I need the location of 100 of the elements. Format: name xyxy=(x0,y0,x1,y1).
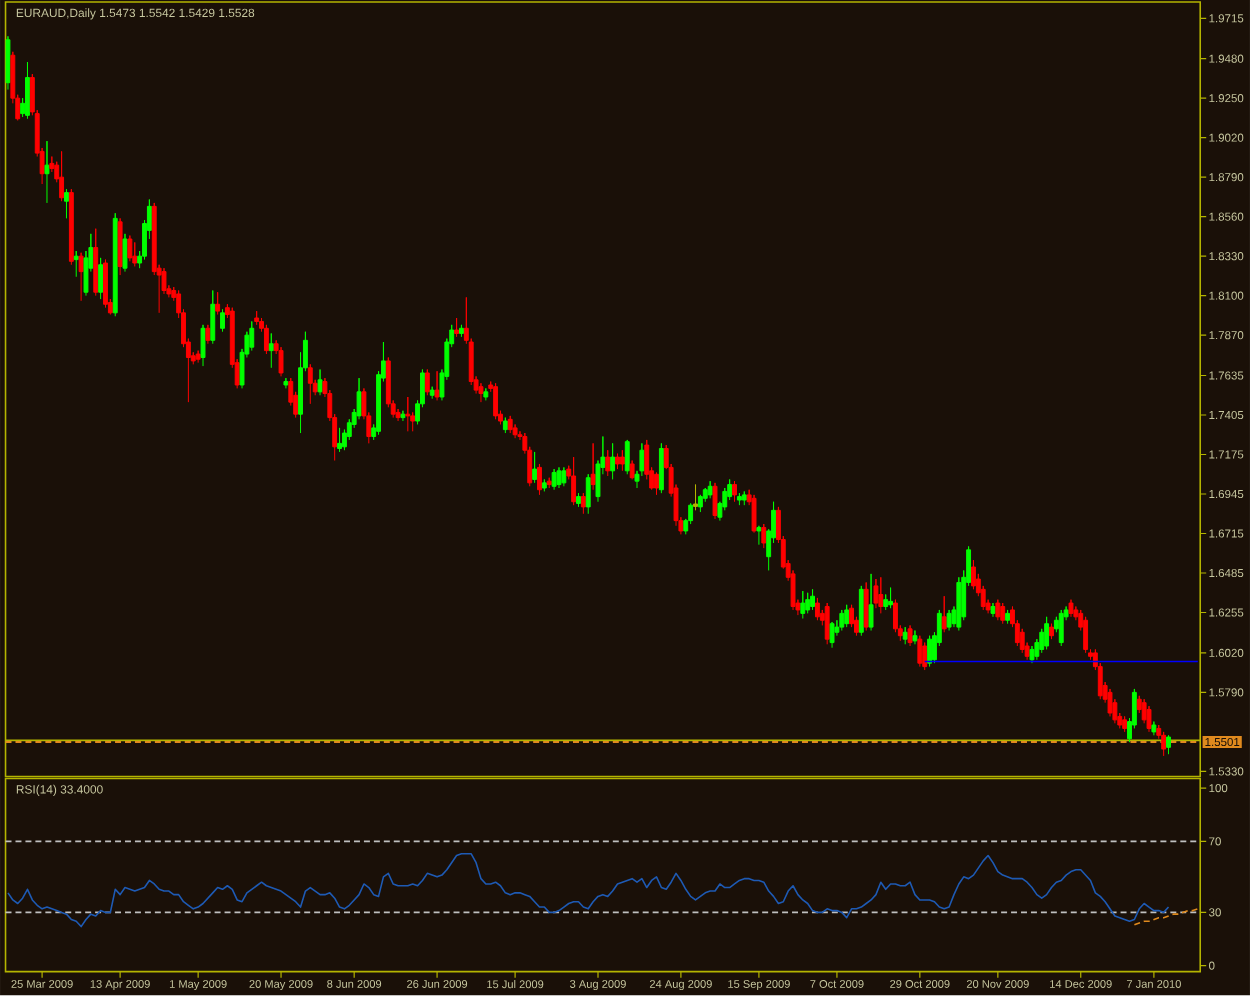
candlestick xyxy=(254,310,260,326)
candlestick xyxy=(103,259,108,309)
candlestick xyxy=(64,188,69,220)
candlestick xyxy=(693,484,698,512)
candlestick xyxy=(946,609,952,632)
candlestick xyxy=(741,491,747,506)
candlestick xyxy=(917,635,923,668)
candlestick xyxy=(839,609,845,632)
candlestick xyxy=(912,630,918,646)
candlestick xyxy=(805,592,811,615)
candlestick xyxy=(556,467,562,489)
candlestick xyxy=(615,453,620,470)
candlestick xyxy=(619,449,625,472)
candlestick xyxy=(995,599,1001,621)
candlestick xyxy=(1146,705,1152,733)
candlestick xyxy=(658,443,664,494)
candlestick xyxy=(68,188,74,266)
candlestick xyxy=(512,424,518,439)
candlestick xyxy=(873,578,879,609)
candlestick xyxy=(624,439,630,475)
candlestick xyxy=(580,492,586,515)
candlestick xyxy=(1044,616,1050,651)
candlestick xyxy=(878,577,884,615)
candlestick xyxy=(892,599,898,633)
candlestick xyxy=(200,324,206,367)
candlestick xyxy=(814,597,820,621)
candlestick xyxy=(590,443,596,491)
candlestick xyxy=(888,587,894,609)
candlestick xyxy=(454,317,460,338)
candlestick xyxy=(483,388,489,402)
candlestick xyxy=(610,443,616,481)
candlestick xyxy=(654,472,659,496)
candlestick xyxy=(459,324,464,338)
candlestick xyxy=(1166,735,1171,755)
candlestick xyxy=(532,451,538,484)
candlestick xyxy=(1107,688,1113,718)
candlestick xyxy=(1005,609,1011,625)
candlestick xyxy=(990,602,996,618)
candlestick xyxy=(561,467,567,488)
candlestick xyxy=(249,321,255,352)
candlestick xyxy=(756,525,762,546)
candlestick xyxy=(395,408,401,422)
candlestick xyxy=(93,228,99,297)
candlestick xyxy=(44,140,50,204)
candlestick xyxy=(405,396,411,433)
candlestick xyxy=(844,604,850,628)
candlestick xyxy=(263,324,269,355)
candlestick xyxy=(307,364,313,405)
candlestick xyxy=(317,369,323,396)
candlestick xyxy=(195,350,201,364)
candlestick xyxy=(210,290,216,345)
candlestick xyxy=(356,377,362,421)
candlestick xyxy=(1068,599,1074,618)
candlestick xyxy=(927,635,933,668)
candlestick xyxy=(541,479,547,493)
candlestick xyxy=(751,494,757,534)
candlestick xyxy=(502,417,508,434)
candlestick xyxy=(25,61,30,120)
candlestick xyxy=(59,151,65,202)
candlestick xyxy=(849,604,855,628)
candlestick xyxy=(278,346,284,378)
candlestick xyxy=(400,410,406,422)
candlestick xyxy=(1083,616,1089,654)
candlestick xyxy=(507,415,513,434)
candlestick xyxy=(1000,602,1006,625)
candlestick xyxy=(478,382,484,403)
candlestick xyxy=(1161,731,1167,757)
candlestick xyxy=(922,642,928,671)
candlestick xyxy=(5,36,11,91)
candlestick xyxy=(1141,698,1147,725)
candlestick xyxy=(78,252,84,302)
candlestick xyxy=(858,585,864,637)
candlestick xyxy=(585,474,591,515)
candlestick xyxy=(883,594,889,611)
candlestick xyxy=(971,559,976,591)
candlestick xyxy=(337,427,342,453)
candlestick xyxy=(1058,609,1064,647)
candlestick xyxy=(712,482,718,520)
candlestick xyxy=(732,480,737,503)
candlestick xyxy=(127,235,133,263)
candlestick xyxy=(1049,623,1054,640)
candlestick xyxy=(268,333,274,369)
candlestick xyxy=(205,324,211,345)
candlestick xyxy=(800,590,806,620)
candlestick xyxy=(283,377,289,390)
candlestick xyxy=(707,480,713,500)
candlestick xyxy=(424,369,430,396)
candlestick xyxy=(112,212,118,317)
candlestick xyxy=(829,621,835,649)
candlestick xyxy=(546,477,552,489)
candlestick xyxy=(1122,716,1128,733)
candlestick xyxy=(605,449,611,477)
candlestick xyxy=(956,577,962,632)
candlestick xyxy=(697,494,703,513)
candlestick xyxy=(736,492,742,506)
candlestick xyxy=(493,382,499,421)
candlestick xyxy=(868,573,874,632)
candlestick xyxy=(434,370,440,402)
candlestick xyxy=(629,460,635,481)
candlestick xyxy=(1151,721,1157,737)
